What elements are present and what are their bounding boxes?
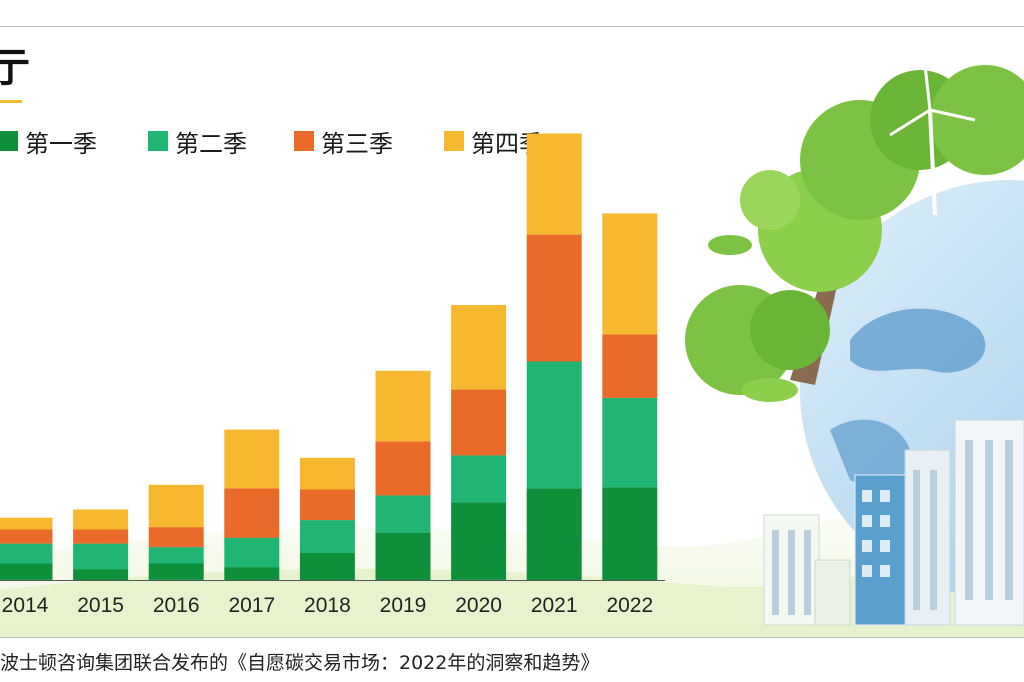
wind-turbine-icon — [889, 64, 976, 216]
bar-2022-q4 — [602, 213, 658, 335]
bar-2021-q4 — [526, 133, 582, 235]
title-underline — [0, 100, 22, 103]
bar-2022-q2 — [602, 397, 658, 488]
x-tick-2014: 2014 — [2, 594, 49, 617]
bar-2015-q3 — [73, 529, 129, 544]
bar-2020-q3 — [451, 389, 507, 456]
continent-shape — [850, 308, 986, 373]
bar-2016-q3 — [148, 527, 204, 548]
legend-label-q1: 第一季 — [25, 129, 97, 158]
bar-2018-q2 — [299, 520, 355, 553]
source-note: 波士顿咨询集团联合发布的《自愿碳交易市场：2022年的洞察和趋势》 — [0, 652, 600, 674]
bar-2017-q1 — [224, 567, 280, 580]
x-tick-2019: 2019 — [380, 594, 427, 617]
x-tick-2020: 2020 — [455, 594, 502, 617]
legend-label-q2: 第二季 — [175, 129, 247, 158]
bar-2019-q4 — [375, 370, 431, 442]
x-tick-2017: 2017 — [228, 594, 275, 617]
bar-2014-q2 — [0, 543, 53, 564]
x-tick-2021: 2021 — [531, 594, 578, 617]
bar-2017-q3 — [224, 488, 280, 538]
x-tick-2015: 2015 — [77, 594, 124, 617]
bar-2020-q1 — [451, 502, 507, 580]
legend-item-q1: 第一季 — [0, 126, 97, 158]
legend-item-q2: 第二季 — [148, 126, 247, 158]
x-tick-2022: 2022 — [606, 594, 653, 617]
x-tick-2018: 2018 — [304, 594, 351, 617]
eco-illustration — [0, 64, 1024, 637]
bar-2014-q4 — [0, 517, 53, 530]
buildings-icon — [763, 419, 1024, 626]
bottom-divider — [0, 637, 1024, 638]
legend-item-q3: 第三季 — [294, 126, 393, 158]
bar-2017-q2 — [224, 537, 280, 568]
bar-2016-q1 — [148, 563, 204, 580]
bar-2021-q1 — [526, 488, 582, 581]
bars-layer — [0, 133, 665, 581]
bar-2019-q2 — [375, 495, 431, 533]
bar-2021-q2 — [526, 361, 582, 489]
bar-2014-q3 — [0, 529, 53, 544]
bar-2019-q1 — [375, 533, 431, 580]
bar-2017-q4 — [224, 429, 280, 489]
bar-2020-q4 — [451, 305, 507, 390]
bar-2018-q1 — [299, 553, 355, 580]
bar-2022-q1 — [602, 487, 658, 580]
bar-2022-q3 — [602, 334, 658, 398]
bar-2015-q4 — [73, 509, 129, 530]
bar-2015-q2 — [73, 543, 129, 570]
bar-2015-q1 — [73, 569, 129, 580]
legend-swatch-q4 — [444, 131, 464, 151]
x-tick-2016: 2016 — [153, 594, 200, 617]
legend-label-q3: 第三季 — [321, 129, 393, 158]
bar-2020-q2 — [451, 455, 507, 503]
bar-2021-q3 — [526, 234, 582, 362]
continent-shape — [830, 419, 911, 486]
top-divider — [0, 26, 1024, 27]
bar-2018-q3 — [299, 489, 355, 521]
legend-swatch-q2 — [148, 131, 168, 151]
tree-icon — [685, 65, 1024, 402]
bar-2016-q2 — [148, 547, 204, 564]
bar-2016-q4 — [148, 484, 204, 528]
legend-swatch-q3 — [294, 131, 314, 151]
chart-title: 亍 — [0, 45, 30, 91]
x-tick-labels: 2014 2015 2016 2017 2018 2019 2020 2021 2022 — [2, 594, 654, 617]
bar-2019-q3 — [375, 441, 431, 496]
bar-2014-q1 — [0, 563, 53, 580]
bar-2018-q4 — [299, 457, 355, 490]
legend-swatch-q1 — [0, 131, 18, 151]
